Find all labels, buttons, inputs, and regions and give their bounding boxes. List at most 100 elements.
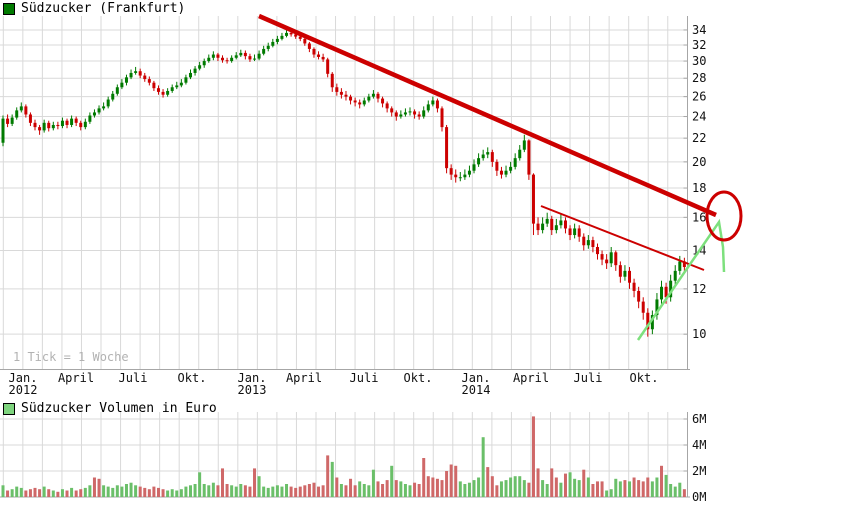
candlestick bbox=[518, 149, 522, 159]
candlestick bbox=[573, 228, 577, 236]
volume-bar bbox=[28, 489, 32, 497]
volume-bar bbox=[19, 487, 23, 497]
candlestick bbox=[65, 120, 69, 125]
volume-tick-label: 2M bbox=[692, 464, 706, 478]
volume-bar bbox=[253, 468, 257, 497]
candlestick bbox=[376, 93, 380, 99]
candlestick bbox=[51, 124, 55, 129]
volume-bar bbox=[166, 490, 170, 497]
candlestick bbox=[280, 35, 284, 39]
x-tick-label: April bbox=[58, 371, 94, 385]
candlestick bbox=[454, 174, 458, 178]
volume-bar bbox=[353, 485, 357, 497]
volume-bar bbox=[56, 491, 60, 497]
volume-bar bbox=[431, 477, 435, 497]
candlestick bbox=[266, 45, 270, 49]
volume-bar bbox=[79, 489, 83, 497]
candlestick bbox=[275, 38, 279, 42]
candlestick bbox=[253, 58, 257, 60]
volume-bar bbox=[463, 484, 467, 497]
candlestick bbox=[15, 110, 19, 118]
volume-bar bbox=[134, 485, 138, 497]
price-tick-label: 30 bbox=[692, 54, 706, 68]
candlestick bbox=[499, 170, 503, 175]
volume-bar bbox=[646, 477, 650, 497]
volume-bar bbox=[600, 481, 604, 497]
volume-bar bbox=[65, 490, 69, 497]
candlestick bbox=[102, 106, 106, 109]
volume-bar bbox=[467, 482, 471, 497]
x-tick-label: Juli bbox=[350, 371, 379, 385]
volume-bar bbox=[650, 481, 654, 497]
volume-bar bbox=[147, 489, 151, 497]
candlestick bbox=[582, 236, 586, 246]
candlestick bbox=[381, 98, 385, 104]
candlestick bbox=[184, 77, 188, 83]
candlestick bbox=[152, 82, 156, 89]
volume-bar bbox=[344, 485, 348, 497]
candlestick bbox=[28, 114, 32, 123]
volume-bar bbox=[371, 469, 375, 497]
volume-bar bbox=[111, 487, 115, 497]
volume-bar bbox=[568, 472, 572, 497]
candlestick bbox=[371, 93, 375, 97]
candlestick bbox=[262, 48, 266, 54]
candlestick bbox=[285, 32, 289, 36]
candlestick bbox=[193, 68, 197, 73]
volume-bar bbox=[184, 486, 188, 497]
candlestick bbox=[362, 100, 366, 105]
candlestick bbox=[175, 85, 179, 88]
candlestick bbox=[335, 87, 339, 92]
volume-bar bbox=[673, 486, 677, 497]
volume-bar bbox=[88, 485, 92, 497]
volume-bar bbox=[390, 465, 394, 497]
candlestick bbox=[440, 108, 444, 128]
candlestick bbox=[156, 88, 160, 92]
price-tick-label: 24 bbox=[692, 110, 706, 124]
volume-bar bbox=[193, 484, 197, 497]
volume-bar bbox=[175, 490, 179, 497]
volume-bar bbox=[394, 480, 398, 497]
volume-bar bbox=[24, 490, 28, 497]
x-tick-label: Okt. bbox=[404, 371, 433, 385]
volume-bar bbox=[60, 489, 64, 497]
volume-bar bbox=[285, 484, 289, 497]
candlestick bbox=[660, 286, 664, 300]
price-tick-label: 20 bbox=[692, 155, 706, 169]
candlestick bbox=[79, 122, 83, 128]
volume-bar bbox=[664, 474, 668, 497]
candlestick bbox=[394, 112, 398, 117]
volume-bar bbox=[124, 484, 128, 497]
volume-bar bbox=[262, 486, 266, 497]
candlestick bbox=[97, 108, 101, 113]
volume-bar bbox=[595, 481, 599, 497]
volume-bar bbox=[586, 477, 590, 497]
candlestick bbox=[563, 220, 567, 229]
candlestick bbox=[38, 127, 42, 131]
volume-bar bbox=[129, 482, 133, 497]
candlestick bbox=[33, 122, 37, 128]
volume-bar bbox=[422, 458, 426, 497]
candlestick bbox=[344, 94, 348, 97]
volume-swatch-icon bbox=[3, 402, 15, 415]
volume-bar bbox=[221, 468, 225, 497]
candlestick bbox=[42, 122, 46, 131]
candlestick bbox=[143, 75, 147, 80]
candlestick bbox=[339, 91, 343, 95]
candlestick bbox=[312, 48, 316, 55]
candlestick bbox=[170, 87, 174, 91]
volume-bar bbox=[70, 487, 74, 497]
candlestick bbox=[198, 65, 202, 69]
candlestick bbox=[6, 118, 10, 124]
volume-bar bbox=[637, 480, 641, 497]
volume-tick-label: 4M bbox=[692, 438, 706, 452]
candlestick bbox=[600, 254, 604, 260]
volume-bar bbox=[628, 481, 632, 497]
candlestick bbox=[88, 115, 92, 122]
volume-bar bbox=[577, 480, 581, 497]
candlestick bbox=[655, 299, 659, 316]
candlestick bbox=[541, 223, 545, 231]
candlestick bbox=[490, 152, 494, 162]
volume-bar bbox=[385, 480, 389, 497]
candlestick bbox=[408, 111, 412, 113]
